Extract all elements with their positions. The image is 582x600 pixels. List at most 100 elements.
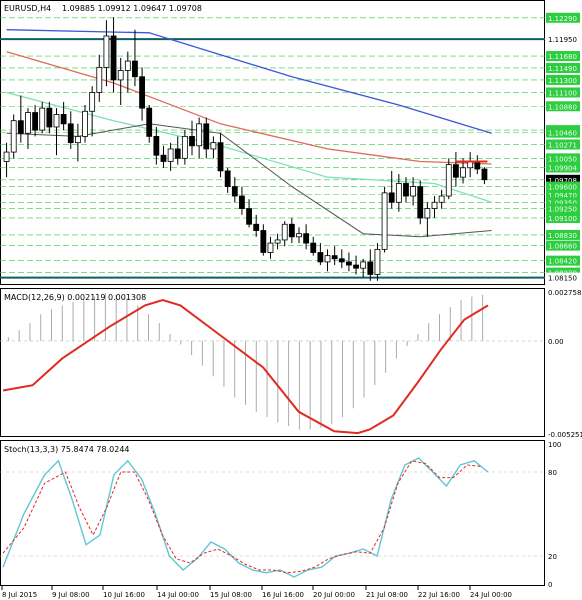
price-label-bg — [546, 127, 580, 138]
stoch-title: Stoch(13,3,3) 75.8474 78.0244 — [4, 445, 130, 454]
price-axis: 1.12290 1.11950 1.11680 1.11490 1.11300 1.111… — [546, 12, 580, 283]
price-label-bg — [546, 62, 580, 73]
macd-title: MACD(12,26,9) 0.002119 0.001308 — [4, 293, 146, 302]
candle-down — [253, 223, 260, 231]
price-label-bg — [546, 51, 580, 62]
candle-down — [110, 35, 117, 81]
price-label-bg — [546, 174, 580, 185]
candle-down — [132, 60, 138, 78]
candle-down — [224, 170, 231, 187]
stoch-main-line — [2, 457, 489, 578]
candle-up — [445, 164, 452, 197]
candle-up — [381, 192, 388, 250]
candle-down — [246, 208, 252, 225]
candle-up — [274, 239, 281, 244]
price-label-bg — [546, 267, 580, 278]
price-label-bg — [546, 12, 580, 23]
price-label-bg — [546, 162, 580, 173]
candle-down — [174, 148, 181, 159]
price-tick-label: 1.11680 — [548, 53, 577, 61]
candle-up — [267, 242, 274, 253]
price-label-bg — [546, 74, 580, 85]
candle-up — [3, 151, 10, 162]
price-tick-label: 1.09100 — [548, 215, 577, 223]
price-label-bg — [546, 87, 580, 98]
candle-up — [181, 135, 188, 159]
candle-down — [288, 223, 295, 238]
price-label-bg — [546, 255, 580, 266]
candle-down — [453, 164, 459, 178]
candle-up — [82, 110, 88, 137]
candle-up — [89, 92, 96, 112]
candle-down — [46, 107, 53, 128]
candle-down — [153, 135, 160, 156]
candle-down — [317, 252, 324, 263]
candle-down — [331, 255, 338, 260]
candle-up — [124, 60, 131, 71]
candle-down — [338, 258, 345, 263]
price-label-bg — [546, 203, 580, 214]
macd-panel-frame — [0, 288, 545, 437]
ma-blue-line — [6, 29, 492, 134]
price-tick-label: 1.11950 — [548, 36, 577, 44]
time-tick-label: 14 Jul 00:00 — [157, 591, 199, 599]
price-tick-label: 1.09350 — [548, 199, 577, 207]
price-tick-label: 1.11300 — [548, 77, 577, 85]
price-tick-label: 1.10460 — [548, 130, 577, 138]
candle-up — [53, 114, 60, 128]
candle-down — [346, 261, 352, 266]
price-label-bg — [546, 153, 580, 164]
time-tick-label: 20 Jul 00:00 — [313, 591, 355, 599]
price-label-bg — [546, 34, 580, 45]
candle-down — [417, 186, 424, 219]
ma-gray-line — [6, 123, 492, 238]
stoch-plot: 100 80 20 0 — [0, 441, 561, 589]
candle-up — [324, 255, 331, 263]
price-horizontal-lines — [0, 38, 545, 279]
price-label-bg — [546, 181, 580, 192]
candle-down — [310, 242, 317, 253]
macd-axis-label: 0.00 — [548, 338, 564, 346]
candle-up — [210, 142, 217, 150]
time-tick-label: 21 Jul 08:00 — [366, 591, 408, 599]
price-tick-label: 1.11490 — [548, 65, 577, 73]
price-tick-label: 1.09904 — [548, 165, 577, 173]
candle-up — [438, 195, 445, 203]
price-tick-label: 1.09600 — [548, 184, 577, 192]
ma-teal-line — [6, 91, 492, 203]
stoch-axis-label: 80 — [548, 469, 557, 477]
candle-down — [203, 123, 210, 150]
candle-down — [231, 186, 238, 197]
time-tick-label: 8 Jul 2015 — [2, 591, 37, 599]
price-label-bg — [546, 272, 580, 283]
candle-down — [160, 154, 167, 162]
candle-down — [60, 114, 67, 125]
price-tick-label: 1.09250 — [548, 206, 577, 214]
candle-up — [460, 167, 466, 178]
candle-up — [395, 183, 402, 203]
price-tick-label: 1.10271 — [548, 141, 577, 149]
ma-red-line — [6, 51, 492, 165]
candle-down — [217, 142, 224, 172]
price-label-bg — [546, 197, 580, 208]
candle-down — [481, 168, 488, 181]
candle-up — [296, 233, 302, 238]
macd-axis-label: -0.005251 — [548, 431, 582, 439]
candlesticks — [3, 17, 488, 281]
candle-down — [146, 107, 153, 137]
price-moving-averages — [6, 29, 492, 238]
price-tick-label: 1.09708 — [548, 177, 577, 185]
price-tick-label: 1.11100 — [548, 89, 577, 97]
candle-up — [360, 261, 367, 269]
candle-down — [139, 76, 145, 109]
candle-down — [67, 123, 74, 144]
time-tick-label: 15 Jul 08:00 — [210, 591, 252, 599]
time-tick-label: 9 Jul 08:00 — [52, 591, 90, 599]
candle-down — [32, 112, 38, 131]
stoch-signal-line — [2, 460, 482, 574]
price-panel-frame — [0, 0, 545, 285]
price-label-bg — [546, 212, 580, 223]
candle-up — [103, 35, 110, 68]
candle-up — [25, 112, 31, 134]
